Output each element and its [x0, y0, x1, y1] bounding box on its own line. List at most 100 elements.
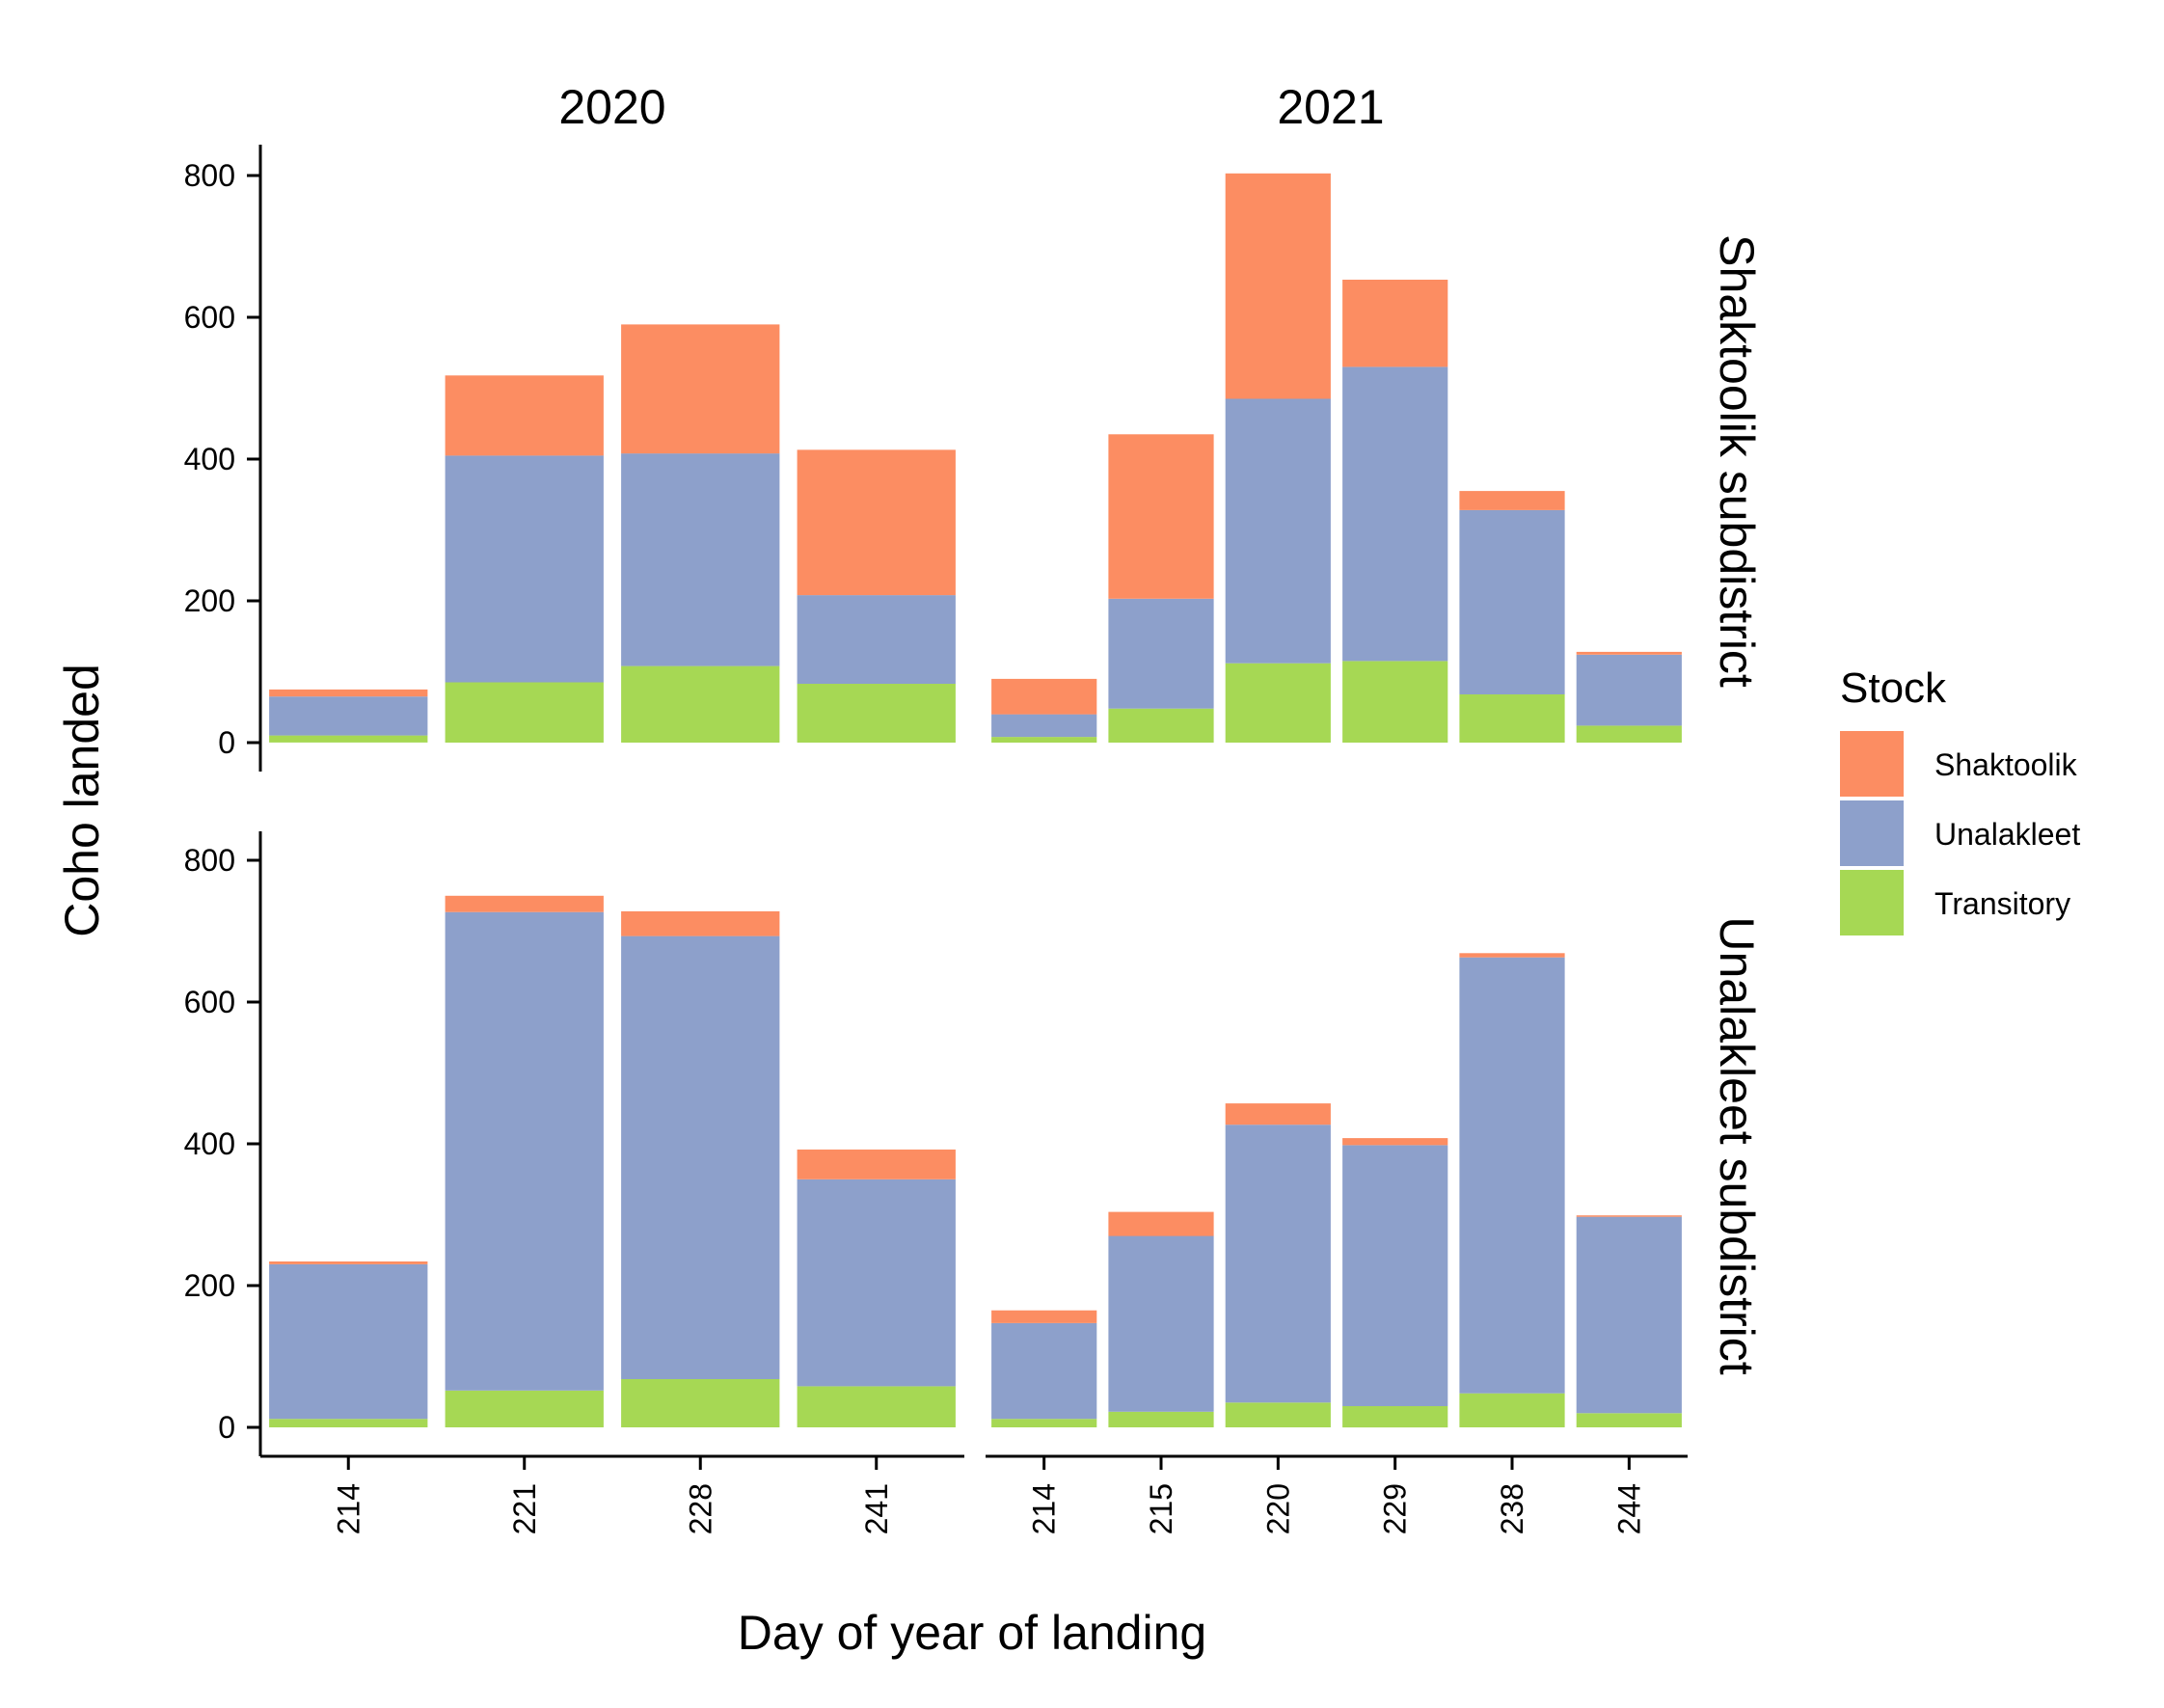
panel-2021-unalakleet-subdistrict — [991, 953, 1682, 1428]
bar-unalakleet-2021-unalakleet-subdistrict-day-214 — [991, 1323, 1097, 1420]
bar-shaktoolik-2021-unalakleet-subdistrict-day-215 — [1108, 1211, 1214, 1236]
bar-unalakleet-2021-shaktoolik-subdistrict-day-214 — [991, 714, 1097, 738]
x-tick-label: 238 — [1495, 1483, 1529, 1534]
x-tick-label: 241 — [859, 1483, 894, 1534]
bar-shaktoolik-2020-unalakleet-subdistrict-day-241 — [797, 1149, 956, 1179]
bar-shaktoolik-2021-shaktoolik-subdistrict-day-220 — [1225, 173, 1331, 399]
x-axis-title: Day of year of landing — [738, 1606, 1206, 1660]
bar-transitory-2021-unalakleet-subdistrict-day-229 — [1342, 1406, 1448, 1428]
bar-shaktoolik-2021-shaktoolik-subdistrict-day-214 — [991, 678, 1097, 715]
bar-transitory-2020-shaktoolik-subdistrict-day-228 — [621, 665, 780, 743]
x-tick-label: 228 — [683, 1483, 717, 1534]
legend-label-transitory: Transitory — [1934, 886, 2070, 921]
y-tick-label: 0 — [218, 725, 235, 760]
y-tick-label: 600 — [184, 985, 235, 1019]
legend-title: Stock — [1840, 664, 1947, 712]
y-axis-unalakleet-subdistrict: 0 200 400 600 800 — [184, 831, 262, 1456]
bar-transitory-2021-shaktoolik-subdistrict-day-220 — [1225, 663, 1331, 743]
x-tick-label: 221 — [507, 1483, 542, 1534]
legend-swatch-unalakleet — [1840, 800, 1904, 866]
bar-transitory-2020-unalakleet-subdistrict-day-214 — [269, 1419, 428, 1427]
bar-unalakleet-2021-shaktoolik-subdistrict-day-238 — [1459, 509, 1565, 694]
panel-2020-shaktoolik-subdistrict — [269, 324, 956, 743]
bar-shaktoolik-2021-unalakleet-subdistrict-day-229 — [1342, 1138, 1448, 1146]
bar-shaktoolik-2021-unalakleet-subdistrict-day-244 — [1576, 1215, 1682, 1217]
bar-transitory-2021-unalakleet-subdistrict-day-214 — [991, 1419, 1097, 1427]
bar-unalakleet-2020-shaktoolik-subdistrict-day-228 — [621, 453, 780, 666]
bar-transitory-2021-shaktoolik-subdistrict-day-229 — [1342, 661, 1448, 743]
bar-unalakleet-2021-unalakleet-subdistrict-day-229 — [1342, 1145, 1448, 1406]
bar-unalakleet-2021-shaktoolik-subdistrict-day-220 — [1225, 398, 1331, 664]
bar-unalakleet-2021-unalakleet-subdistrict-day-244 — [1576, 1216, 1682, 1414]
x-axis-2021: 214 215 220 229 238 244 — [986, 1454, 1688, 1534]
legend-label-shaktoolik: Shaktoolik — [1934, 747, 2078, 782]
bar-unalakleet-2021-shaktoolik-subdistrict-day-215 — [1108, 598, 1214, 709]
bar-transitory-2021-shaktoolik-subdistrict-day-215 — [1108, 708, 1214, 743]
legend: Stock Shaktoolik Unalakleet Transitory — [1840, 664, 2080, 935]
bar-unalakleet-2021-unalakleet-subdistrict-day-215 — [1108, 1235, 1214, 1412]
bar-unalakleet-2021-shaktoolik-subdistrict-day-244 — [1576, 654, 1682, 726]
bar-shaktoolik-2021-shaktoolik-subdistrict-day-244 — [1576, 651, 1682, 655]
bar-transitory-2020-unalakleet-subdistrict-day-228 — [621, 1379, 780, 1427]
facet-column-label-2021: 2021 — [1277, 80, 1384, 134]
bar-shaktoolik-2020-unalakleet-subdistrict-day-214 — [269, 1261, 428, 1264]
bar-transitory-2020-shaktoolik-subdistrict-day-241 — [797, 684, 956, 743]
chart-panels — [269, 173, 1682, 1428]
bar-shaktoolik-2021-shaktoolik-subdistrict-day-238 — [1459, 491, 1565, 510]
y-tick-label: 400 — [184, 442, 235, 476]
x-tick-label: 220 — [1260, 1483, 1295, 1534]
y-tick-label: 400 — [184, 1126, 235, 1161]
legend-swatch-transitory — [1840, 870, 1904, 935]
x-tick-label: 215 — [1144, 1483, 1178, 1534]
y-axis-shaktoolik-subdistrict: 0 200 400 600 800 — [184, 145, 262, 772]
bar-shaktoolik-2021-shaktoolik-subdistrict-day-229 — [1342, 280, 1448, 367]
facet-column-label-2020: 2020 — [558, 80, 665, 134]
y-tick-label: 0 — [218, 1410, 235, 1445]
panel-2021-shaktoolik-subdistrict — [991, 173, 1682, 743]
bar-shaktoolik-2020-shaktoolik-subdistrict-day-228 — [621, 324, 780, 454]
bar-transitory-2021-unalakleet-subdistrict-day-215 — [1108, 1411, 1214, 1427]
bar-unalakleet-2020-shaktoolik-subdistrict-day-241 — [797, 595, 956, 684]
y-tick-label: 200 — [184, 583, 235, 618]
bar-unalakleet-2020-shaktoolik-subdistrict-day-221 — [445, 455, 604, 683]
x-tick-label: 214 — [1027, 1483, 1062, 1534]
y-tick-label: 800 — [184, 843, 235, 878]
bar-transitory-2021-shaktoolik-subdistrict-day-214 — [991, 737, 1097, 743]
bar-unalakleet-2020-shaktoolik-subdistrict-day-214 — [269, 696, 428, 736]
bar-unalakleet-2020-unalakleet-subdistrict-day-214 — [269, 1264, 428, 1420]
bar-unalakleet-2020-unalakleet-subdistrict-day-228 — [621, 935, 780, 1379]
bar-transitory-2021-unalakleet-subdistrict-day-220 — [1225, 1402, 1331, 1427]
bar-shaktoolik-2021-unalakleet-subdistrict-day-238 — [1459, 953, 1565, 958]
bar-shaktoolik-2020-shaktoolik-subdistrict-day-241 — [797, 449, 956, 596]
bar-transitory-2021-shaktoolik-subdistrict-day-238 — [1459, 694, 1565, 743]
bar-shaktoolik-2021-unalakleet-subdistrict-day-220 — [1225, 1103, 1331, 1125]
bar-shaktoolik-2021-shaktoolik-subdistrict-day-215 — [1108, 434, 1214, 599]
bar-shaktoolik-2021-unalakleet-subdistrict-day-214 — [991, 1310, 1097, 1323]
bar-unalakleet-2021-shaktoolik-subdistrict-day-229 — [1342, 366, 1448, 662]
y-tick-label: 600 — [184, 300, 235, 335]
x-tick-label: 244 — [1611, 1483, 1646, 1534]
y-axis-title: Coho landed — [55, 664, 109, 937]
facet-row-label-shaktoolik: Shaktoolik subdistrict — [1710, 234, 1764, 688]
x-tick-label: 214 — [331, 1483, 365, 1534]
bar-transitory-2020-shaktoolik-subdistrict-day-221 — [445, 682, 604, 743]
bar-transitory-2021-shaktoolik-subdistrict-day-244 — [1576, 725, 1682, 743]
x-axis-2020: 214 221 228 241 — [260, 1454, 964, 1534]
panel-2020-unalakleet-subdistrict — [269, 895, 956, 1427]
bar-transitory-2020-shaktoolik-subdistrict-day-214 — [269, 735, 428, 743]
bar-unalakleet-2021-unalakleet-subdistrict-day-238 — [1459, 957, 1565, 1394]
legend-label-unalakleet: Unalakleet — [1934, 817, 2080, 852]
bar-transitory-2020-unalakleet-subdistrict-day-221 — [445, 1390, 604, 1427]
y-tick-label: 200 — [184, 1268, 235, 1303]
facet-row-label-unalakleet: Unalakleet subdistrict — [1710, 916, 1764, 1374]
bar-shaktoolik-2020-shaktoolik-subdistrict-day-214 — [269, 689, 428, 697]
legend-swatch-shaktoolik — [1840, 731, 1904, 797]
bar-shaktoolik-2020-shaktoolik-subdistrict-day-221 — [445, 375, 604, 456]
bar-shaktoolik-2020-unalakleet-subdistrict-day-228 — [621, 910, 780, 936]
bar-unalakleet-2020-unalakleet-subdistrict-day-221 — [445, 911, 604, 1391]
bar-shaktoolik-2020-unalakleet-subdistrict-day-221 — [445, 895, 604, 912]
y-tick-label: 800 — [184, 158, 235, 193]
bar-unalakleet-2021-unalakleet-subdistrict-day-220 — [1225, 1125, 1331, 1403]
